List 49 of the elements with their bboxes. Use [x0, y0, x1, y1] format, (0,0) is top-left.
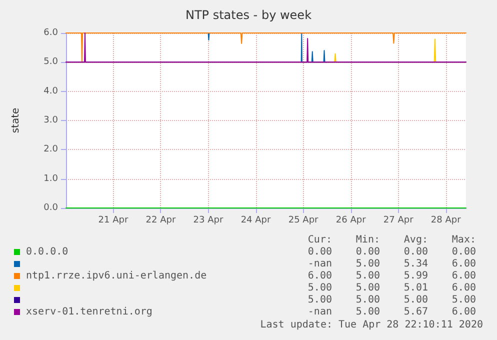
- text: 6.00: [452, 270, 476, 282]
- y-tick-label: 3.0: [44, 116, 58, 126]
- x-tick-label: 24 Apr: [240, 216, 272, 226]
- text: 0.00: [404, 246, 428, 258]
- text: 5.67: [404, 306, 428, 318]
- legend-label: ntp1.rrze.ipv6.uni-erlangen.de: [26, 270, 207, 282]
- text: 5.00: [308, 282, 332, 294]
- text: Max:: [452, 234, 476, 246]
- y-tick-label: 5.0: [44, 57, 58, 68]
- y-tick-label: 4.0: [44, 86, 58, 96]
- text: 5.00: [356, 258, 380, 270]
- y-tick-label: 0.0: [44, 203, 58, 213]
- text: Avg:: [404, 234, 428, 246]
- y-axis-title: state: [10, 108, 22, 134]
- x-tick-label: 26 Apr: [336, 216, 366, 226]
- text: Last update: Tue Apr 28 22:10:11 2020: [260, 320, 483, 330]
- text: 5.00: [404, 294, 428, 306]
- x-tick-label: 23 Apr: [193, 216, 224, 226]
- text: -nan: [308, 306, 332, 318]
- text: 6.00: [452, 306, 476, 318]
- legend-label: 0.0.0.0: [26, 246, 68, 258]
- text: 0.00: [356, 246, 380, 258]
- text: -nan: [308, 258, 332, 270]
- x-tick-label: 28 Apr: [430, 216, 462, 226]
- text: Cur:: [308, 234, 332, 246]
- text: 0.00: [308, 246, 332, 258]
- x-tick-label: 25 Apr: [288, 216, 319, 226]
- text: Min:: [356, 234, 380, 246]
- text: 6.00: [308, 270, 332, 282]
- chart-title: NTP states - by week: [185, 8, 312, 22]
- x-tick-label: 21 Apr: [98, 216, 128, 226]
- text: 5.00: [356, 294, 380, 306]
- legend-label: xserv-01.tenretni.org: [26, 306, 152, 318]
- text: 5.00: [452, 294, 476, 306]
- x-tick-label: 22 Apr: [146, 216, 176, 226]
- text: 5.00: [356, 306, 380, 318]
- y-tick-label: 6.0: [44, 28, 58, 38]
- y-tick-label: 1.0: [44, 174, 58, 184]
- x-tick-label: 27 Apr: [383, 216, 414, 226]
- text: 5.00: [356, 282, 380, 294]
- text: 5.00: [356, 270, 380, 282]
- text: 5.99: [404, 270, 428, 282]
- text: 5.00: [308, 294, 332, 306]
- text: 6.00: [452, 282, 476, 294]
- y-tick-label: 2.0: [44, 144, 58, 155]
- text: 5.01: [404, 282, 428, 294]
- text: 0.00: [452, 246, 476, 258]
- text: 6.00: [452, 258, 476, 270]
- text: 5.34: [404, 258, 428, 270]
